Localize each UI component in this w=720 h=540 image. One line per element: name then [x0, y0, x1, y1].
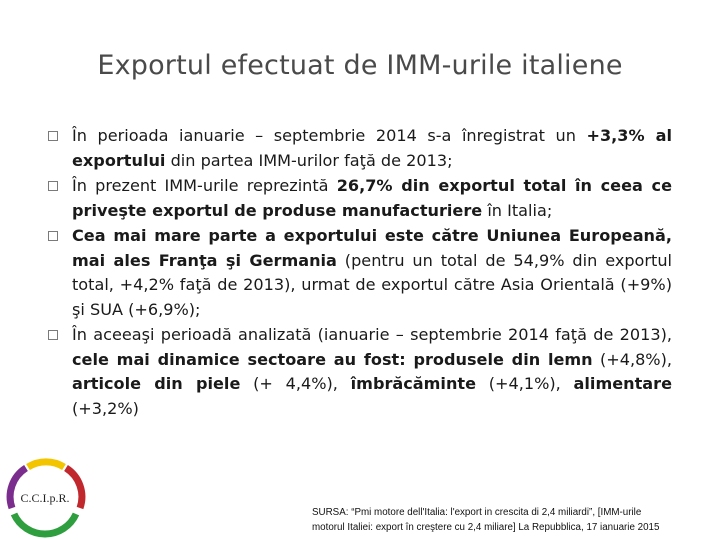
checkbox-bullet-icon	[48, 231, 58, 241]
checkbox-bullet-icon	[48, 131, 58, 141]
bullet-item: Cea mai mare parte a exportului este căt…	[48, 224, 672, 322]
source-citation: SURSA: “Pmi motore dell'Italia: l'export…	[312, 505, 712, 535]
logo-arc-green	[10, 512, 80, 538]
slide-title: Exportul efectuat de IMM-urile italiene	[97, 50, 623, 81]
bullet-text: În aceeaşi perioadă analizată (ianuarie …	[72, 325, 672, 344]
logo-arc-red	[63, 465, 86, 510]
bullet-text: (+ 4,4%),	[240, 374, 351, 393]
bullet-text-bold: îmbrăcăminte	[350, 374, 477, 393]
bullet-item: În perioada ianuarie – septembrie 2014 s…	[48, 124, 672, 173]
bullet-text-bold: cele mai dinamice sectoare au fost: prod…	[72, 349, 593, 369]
bullet-text-bold: 26,7% din exportul total în ceea ce priv…	[72, 176, 672, 220]
logo-arc-purple	[6, 465, 29, 510]
source-line-1: SURSA: “Pmi motore dell'Italia: l'export…	[312, 507, 642, 518]
logo-arc-yellow	[26, 458, 66, 471]
bullet-text: din partea IMM-urilor faţă de 2013;	[165, 150, 453, 170]
bullet-text: (pentru un total de 54,9% din exportul t…	[72, 250, 672, 319]
bullet-item: În prezent IMM-urile reprezintă 26,7% di…	[48, 174, 672, 223]
ccipr-logo: C.C.I.p.R.	[6, 458, 86, 538]
bullet-text-bold: +3,3% al exportului	[72, 126, 672, 170]
bullet-text: În perioada ianuarie – septembrie 2014 s…	[72, 126, 587, 145]
bullet-text: (+4,1%),	[476, 374, 574, 393]
checkbox-bullet-icon	[48, 330, 58, 340]
bullet-text-bold: Cea mai mare parte a exportului este căt…	[72, 226, 672, 270]
bullet-text: În prezent IMM-urile reprezintă	[72, 176, 337, 195]
bullet-text: în Italia;	[482, 200, 553, 220]
checkbox-bullet-icon	[48, 181, 58, 191]
bullet-text: (+4,8%),	[592, 349, 672, 369]
logo-text: C.C.I.p.R.	[20, 491, 69, 505]
bullet-text-bold: articole din piele	[72, 374, 241, 393]
bullet-item: În aceeaşi perioadă analizată (ianuarie …	[48, 323, 672, 421]
source-line-2: motorul Italiei: export în creştere cu 2…	[312, 522, 660, 533]
bullet-text: (+3,2%)	[72, 398, 139, 418]
bullet-list: În perioada ianuarie – septembrie 2014 s…	[48, 124, 672, 422]
bullet-text-bold: alimentare	[573, 374, 672, 393]
